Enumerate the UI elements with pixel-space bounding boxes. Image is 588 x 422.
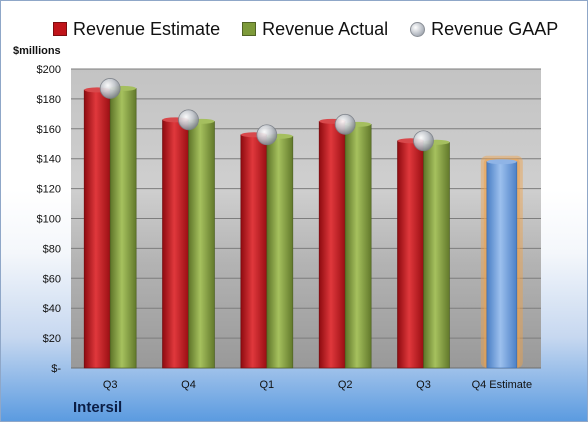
bar-actual [188,121,215,369]
y-axis-unit-label: $millions [13,45,61,57]
gaap-point [413,130,434,152]
y-tick-label: $40 [43,303,61,315]
legend-label-estimate: Revenue Estimate [73,18,221,39]
legend-item-gaap: Revenue GAAP [410,19,558,40]
y-tick-label: $100 [37,214,61,226]
y-tick-label: $120 [37,184,61,196]
y-tick-label: $160 [37,124,61,136]
bar-actual [344,124,372,369]
legend-swatch-estimate [53,22,67,36]
legend-item-estimate: Revenue Estimate [53,19,220,40]
y-tick-label: $60 [43,273,61,285]
x-tick-label: Q3 [416,379,431,391]
bar-estimate [318,121,346,369]
y-tick-label: $80 [43,243,61,255]
bar-estimate [397,140,424,369]
bar-actual [266,135,294,369]
x-tick-label: Q4 [181,379,196,391]
gaap-point [99,78,121,99]
bar-estimate [240,134,268,369]
x-tick-label: Q2 [338,379,353,391]
x-tick-label: Q3 [103,379,118,391]
x-tick-label: Q4 Estimate [472,379,533,391]
bar-actual [109,88,137,369]
y-tick-label: $140 [37,154,61,166]
legend-swatch-actual [242,22,257,36]
gaap-point [334,113,356,135]
gaap-point [256,124,278,146]
gaap-point [178,109,199,131]
bar-forecast-cap [486,159,517,165]
bar-estimate-forecast [486,161,518,369]
bar-actual [423,141,450,369]
legend-label-actual: Revenue Actual [262,18,389,39]
y-tick-label: $- [51,363,61,375]
company-name: Intersil [73,399,123,416]
legend-swatch-gaap [410,21,426,37]
bar-estimate [83,89,111,369]
legend: Revenue Estimate Revenue Actual Revenue … [53,16,558,42]
y-tick-label: $200 [37,64,61,76]
legend-label-gaap: Revenue GAAP [431,18,559,39]
bar-estimate [162,119,189,369]
legend-item-actual: Revenue Actual [242,19,388,40]
y-tick-label: $180 [37,94,61,106]
x-tick-label: Q1 [259,379,274,391]
y-tick-label: $20 [43,333,61,345]
